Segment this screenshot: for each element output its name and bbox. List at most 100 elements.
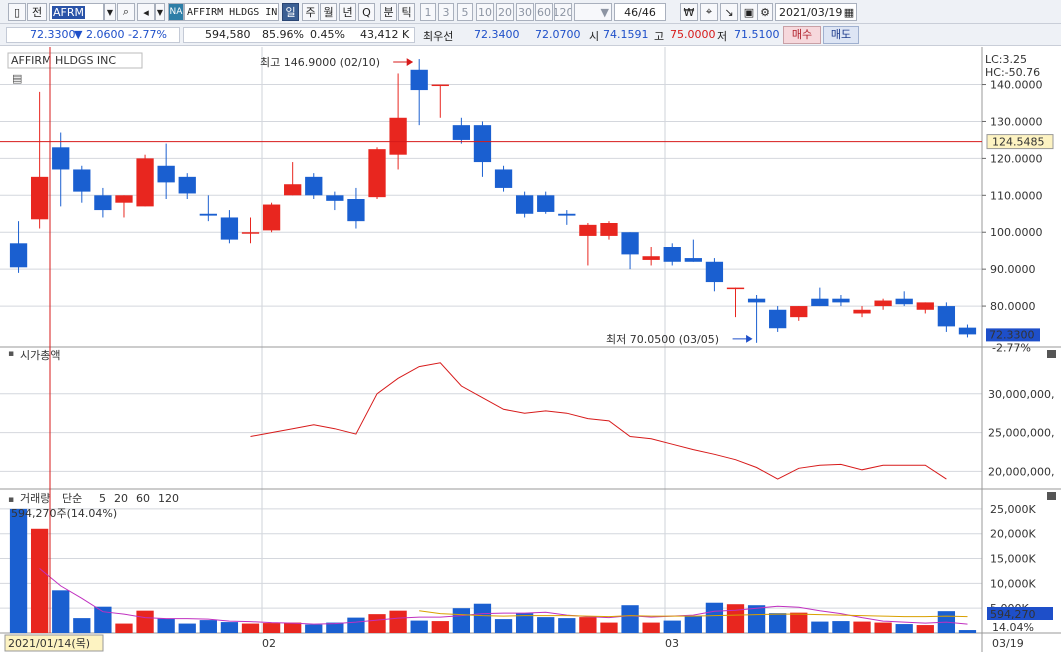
cursor-date: 2021/01/14(목) xyxy=(8,637,90,650)
volume-series xyxy=(9,508,977,633)
price-panel-title-box xyxy=(7,52,143,69)
volume-bar xyxy=(769,613,787,633)
market-selector[interactable]: 전 xyxy=(27,3,47,21)
high-arrow-icon xyxy=(393,58,414,66)
mcap-tick-label: 30,000,000, xyxy=(988,388,1054,401)
price-tick-label: 100.0000 xyxy=(990,226,1043,239)
volume-bar xyxy=(916,625,934,633)
volume-value: 594,580 xyxy=(205,28,251,41)
symbol-input[interactable]: AFRM xyxy=(49,3,104,21)
ma-label: 단순 xyxy=(62,492,82,505)
interval-button-3[interactable]: 3 xyxy=(438,3,454,21)
volume-bar xyxy=(178,623,196,633)
interval-dropdown[interactable]: ▼ xyxy=(574,3,612,21)
interval-button-60[interactable]: 60 xyxy=(535,3,553,21)
period-button-3[interactable]: 년 xyxy=(339,3,356,21)
last-price-label: 72.3300 xyxy=(989,328,1035,341)
gear-icon[interactable]: ⚙ xyxy=(757,3,773,21)
interval-button-30[interactable]: 30 xyxy=(516,3,534,21)
candle-body xyxy=(115,195,133,203)
lc-label: LC:3.25 xyxy=(985,53,1027,66)
stock-chart[interactable]: AFFIRM HLDGS INC ▤ LC:3.25 HC:-50.76 ▪ 시… xyxy=(0,47,1061,652)
high-label: 고 xyxy=(654,30,665,43)
volume-bar xyxy=(52,590,70,633)
volume-ratio: 85.96% xyxy=(262,28,304,41)
market-cap-line xyxy=(250,362,947,480)
volume-bar xyxy=(73,618,91,633)
ma-period-60: 60 xyxy=(136,492,150,505)
candle-body xyxy=(726,287,745,290)
buy-button[interactable]: 매수 xyxy=(783,26,821,44)
panel-close-icon[interactable]: ▪ xyxy=(8,349,14,359)
candle-body xyxy=(515,195,534,214)
interval-button-10[interactable]: 10 xyxy=(476,3,494,21)
period-button-0[interactable]: 일 xyxy=(282,3,299,21)
candle-body xyxy=(621,232,639,255)
candle-body xyxy=(220,217,239,240)
volume-bar xyxy=(811,621,829,633)
candle-body xyxy=(537,195,555,212)
candle-body xyxy=(347,199,365,222)
period-button-4[interactable]: Q xyxy=(358,3,375,21)
price-tick-label: 80.0000 xyxy=(990,300,1036,313)
price-tick-label: 110.0000 xyxy=(990,189,1043,202)
candle-body xyxy=(895,298,913,305)
period-button-1[interactable]: 주 xyxy=(302,3,319,21)
candle-body xyxy=(241,232,260,234)
candle-body xyxy=(9,243,28,268)
indicator-list-icon[interactable]: ▤ xyxy=(12,72,22,85)
volume-panel-icon[interactable]: ▪ xyxy=(8,495,14,505)
volume-panel-close-icon[interactable] xyxy=(1047,492,1056,500)
save-icon[interactable]: ▣ xyxy=(740,3,758,21)
volume-bar xyxy=(621,605,639,633)
quote-bar: 72.3300 ▼ 2.0600 -2.77% 594,580 85.96% 0… xyxy=(0,24,1061,46)
date-field[interactable]: 2021/03/19 xyxy=(775,3,857,21)
calendar-icon[interactable]: ▦ xyxy=(843,5,855,19)
page-counter: 46/46 xyxy=(614,3,666,21)
period-button-6[interactable]: 틱 xyxy=(398,3,415,21)
search-icon[interactable]: ⌕ xyxy=(117,3,135,21)
mcap-panel-close-icon[interactable] xyxy=(1047,350,1056,358)
price-change: ▼ 2.0600 xyxy=(74,28,125,41)
speaker-dropdown-icon[interactable]: ▼ xyxy=(155,3,165,21)
volume-box xyxy=(183,27,415,43)
speaker-icon[interactable]: ◂ xyxy=(137,3,155,21)
volume-bar xyxy=(157,618,175,633)
trend-icon[interactable]: ↘ xyxy=(720,3,738,21)
ask-price: 72.3400 xyxy=(474,28,520,41)
candle-body xyxy=(663,247,681,262)
low-arrow-icon xyxy=(732,334,753,343)
period-button-2[interactable]: 월 xyxy=(320,3,337,21)
period-button-5[interactable]: 분 xyxy=(380,3,397,21)
stock-name-field[interactable]: AFFIRM HLDGS IN xyxy=(184,3,279,21)
volume-bar xyxy=(305,624,323,633)
lock-icon[interactable]: ₩ xyxy=(680,3,698,21)
volume-bar xyxy=(705,602,724,633)
candle-body xyxy=(958,327,977,335)
ma-period-5: 5 xyxy=(99,492,106,505)
candle-body xyxy=(199,213,217,216)
candle-body xyxy=(579,224,597,236)
candle-body xyxy=(178,176,196,194)
chart-type-icon[interactable]: ▯ xyxy=(8,3,26,21)
volume-bar xyxy=(473,603,492,633)
sell-button[interactable]: 매도 xyxy=(823,26,859,44)
volume-bar xyxy=(220,622,239,633)
interval-button-5[interactable]: 5 xyxy=(457,3,473,21)
interval-button-1[interactable]: 1 xyxy=(420,3,436,21)
candle-body xyxy=(326,195,344,201)
candle-body xyxy=(52,147,70,170)
volume-bar xyxy=(832,621,850,633)
symbol-dropdown-icon[interactable]: ▼ xyxy=(104,3,116,21)
candle-body xyxy=(832,298,850,303)
candle-body xyxy=(494,169,513,188)
toolbar: ▯ 전 AFRM ▼ ⌕ ◂ ▼ NA AFFIRM HLDGS IN ▼ 46… xyxy=(0,0,1061,24)
crosshair-icon[interactable]: ⌖ xyxy=(700,3,718,21)
volume-bar xyxy=(558,618,576,633)
volume-bar xyxy=(136,610,154,633)
candle-body xyxy=(642,256,660,260)
interval-button-120[interactable]: 120 xyxy=(554,3,572,21)
candle-body xyxy=(157,165,175,183)
y-axis-labels: 80.0000 90.0000 100.0000 110.0000 120.0000 13… xyxy=(982,79,1054,615)
interval-button-20[interactable]: 20 xyxy=(496,3,514,21)
